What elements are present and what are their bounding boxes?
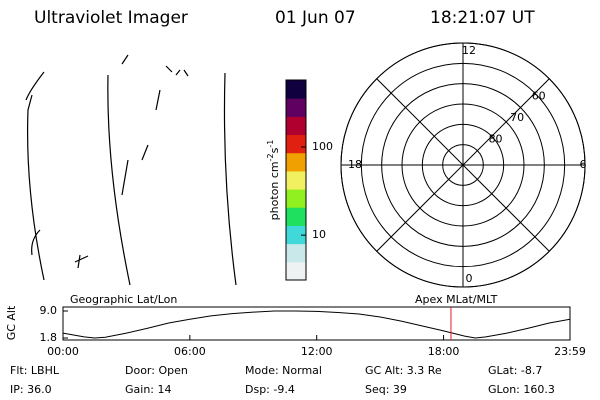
polar-spoke	[462, 164, 550, 252]
colorbar-cell	[286, 116, 306, 136]
ring-label: 80	[489, 132, 503, 145]
colorbar-tick-label: 100	[312, 140, 333, 153]
info-field: Gain: 14	[125, 383, 172, 396]
colorbar-label-part: -1	[266, 140, 275, 148]
info-field: IP: 36.0	[10, 383, 52, 396]
colorbar-cell	[286, 80, 306, 99]
colorbar-frame	[285, 79, 307, 281]
colorbar-cell	[286, 134, 306, 154]
info-field: Dsp: -9.4	[245, 383, 295, 396]
y-tick-label: 1.8	[40, 331, 58, 344]
altitude-line	[62, 310, 571, 339]
x-tick-label: 00:00	[47, 345, 79, 358]
ring-label: 60	[532, 89, 546, 102]
colorbar-cell	[286, 98, 306, 117]
date: 01 Jun 07	[275, 8, 356, 28]
y-axis-label: GC Alt	[5, 305, 18, 340]
x-tick-label: 23:59	[554, 345, 586, 358]
colorbar-label-part: photon cm	[268, 161, 281, 220]
colorbar-label-part: -2	[266, 153, 275, 161]
colorbar-cell	[286, 152, 306, 172]
y-tick-label: 9.0	[40, 304, 58, 317]
info-field: GC Alt: 3.3 Re	[365, 364, 442, 377]
colorbar-label: photon cm-2s-1	[266, 140, 282, 221]
info-field: GLon: 160.3	[488, 383, 555, 396]
polar-spoke	[376, 164, 464, 252]
colorbar-cell	[286, 170, 306, 190]
colorbar-cell	[286, 261, 306, 281]
hour-label: 12	[462, 44, 476, 57]
info-field: Flt: LBHL	[10, 364, 60, 377]
colorbar-tick-label: 10	[312, 228, 326, 241]
info-field: GLat: -8.7	[488, 364, 542, 377]
colorbar-cell	[286, 189, 306, 208]
ring-label: 70	[510, 111, 524, 124]
map-lines	[25, 54, 237, 286]
x-tick-label: 18:00	[428, 345, 460, 358]
info-field: Door: Open	[125, 364, 188, 377]
polar-spoke	[462, 78, 550, 166]
polar-spoke	[376, 78, 464, 166]
hour-label: 6	[580, 158, 587, 171]
x-tick-label: 06:00	[174, 345, 206, 358]
title: Ultraviolet Imager	[34, 8, 188, 28]
left-label: Geographic Lat/Lon	[70, 293, 177, 306]
right-label: Apex MLat/MLT	[415, 293, 498, 306]
colorbar-cell	[286, 243, 306, 263]
hour-label: 0	[466, 272, 473, 285]
colorbar-cell	[286, 225, 306, 245]
time: 18:21:07 UT	[430, 8, 535, 28]
info-field: Mode: Normal	[245, 364, 322, 377]
colorbar-cell	[286, 207, 306, 226]
info-field: Seq: 39	[365, 383, 407, 396]
hour-label: 18	[348, 158, 362, 171]
colorbar-label-part: s	[268, 147, 281, 153]
x-tick-label: 12:00	[301, 345, 333, 358]
